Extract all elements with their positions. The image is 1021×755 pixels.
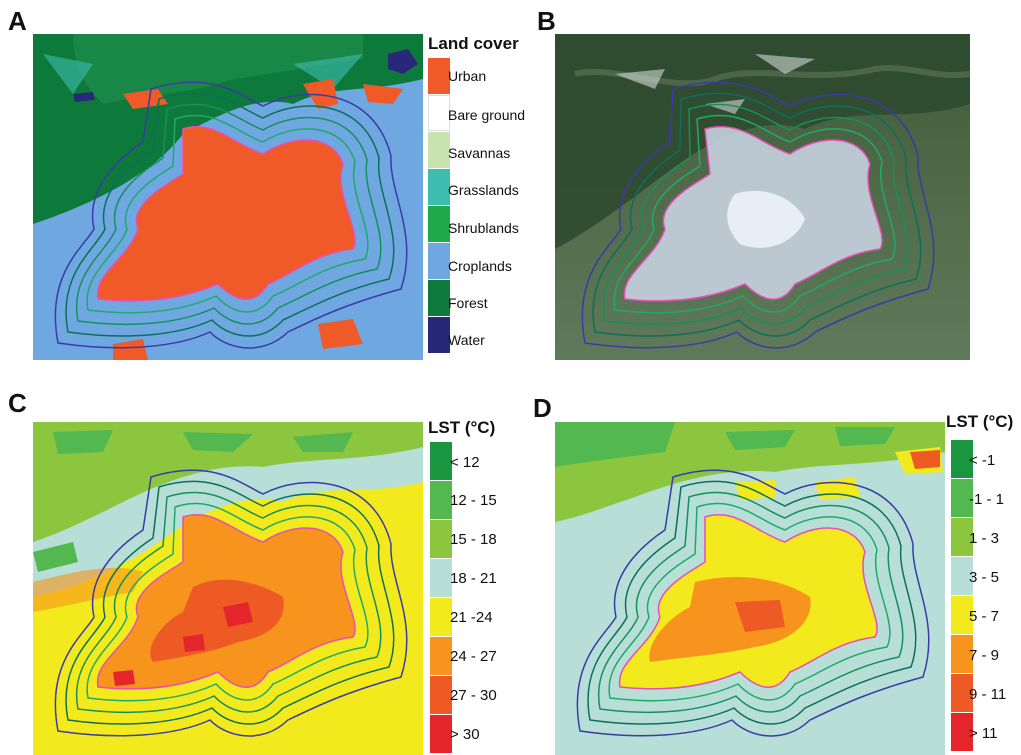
legend-swatch: [428, 206, 450, 242]
buffer-1: [613, 114, 896, 314]
outer-buffer: [54, 469, 408, 737]
lst-legend-d-title: LST (°C): [946, 412, 1014, 431]
legend-swatch: [430, 481, 452, 519]
legend-label-d-0: < -1: [969, 452, 996, 469]
legend-swatch: [951, 518, 973, 556]
outer-buffer: [576, 469, 930, 737]
legend-label-d-5: 7 - 9: [969, 647, 1000, 664]
legend-label-urban: Urban: [448, 68, 487, 84]
legend-label-c-0: < 12: [450, 454, 480, 471]
legend-swatch: [951, 674, 973, 712]
urban-boundary: [618, 514, 878, 690]
hot-core: [735, 600, 785, 632]
buffer-2: [597, 491, 904, 714]
legend-label-d-2: 1 - 3: [969, 530, 1000, 547]
legend-label-c-3: 18 - 21: [450, 570, 497, 587]
legend-label-shrublands: Shrublands: [448, 220, 519, 236]
urban-south: [113, 319, 363, 360]
outer-buffer: [581, 81, 935, 349]
legend-swatch: [428, 243, 450, 279]
land-cover-legend-title: Land cover: [428, 34, 519, 53]
buffer-1: [86, 502, 369, 702]
legend-label-savannas: Savannas: [448, 145, 511, 161]
legend-label-d-7: > 11: [969, 725, 998, 742]
urban-core: [97, 126, 356, 301]
buffer-2: [75, 103, 382, 326]
lst-map-d: [555, 422, 945, 755]
legend-label-d-6: 9 - 11: [969, 686, 1007, 703]
legend-swatch: [430, 442, 452, 480]
legend-swatch: [951, 635, 973, 673]
legend-swatch: [951, 596, 973, 634]
snow-patches: [615, 54, 815, 114]
legend-label-c-5: 24 - 27: [450, 648, 497, 665]
legend-swatch: [428, 58, 450, 94]
lst-legend-d: < -1 -1 - 1 1 - 3 3 - 5 5 - 7 7 - 9 9 - …: [951, 440, 1021, 755]
panel-d-letter: D: [533, 393, 552, 423]
satellite-image: [555, 34, 970, 360]
legend-swatch: [428, 317, 450, 353]
buffer-2: [602, 103, 909, 326]
legend-label-grasslands: Grasslands: [448, 182, 519, 198]
legend-swatch: [428, 132, 450, 168]
city-center: [727, 190, 805, 248]
cold-patches: [555, 422, 895, 467]
legend-swatch: [951, 440, 973, 478]
legend-label-c-4: 21 -24: [450, 609, 493, 626]
grassland-speckle: [43, 54, 363, 94]
legend-label-c-2: 15 - 18: [450, 531, 497, 548]
buffer-3: [592, 92, 922, 337]
buffer-1: [608, 502, 891, 702]
lst-legend-c-title: LST (°C): [428, 418, 496, 437]
buffer-3: [65, 92, 395, 337]
forest-patch-north: [73, 34, 363, 104]
buffer-3: [587, 480, 917, 725]
legend-swatch: [430, 598, 452, 636]
urban-boundary: [96, 514, 356, 690]
land-cover-map: [33, 34, 423, 360]
panel-a-letter: A: [8, 6, 27, 36]
buffer-1: [86, 114, 369, 314]
legend-label-water: Water: [448, 332, 485, 348]
legend-label-bare-ground: Bare ground: [448, 107, 526, 123]
water-patch: [388, 49, 418, 74]
legend-swatch: [430, 637, 452, 675]
lst-map-c: [33, 422, 423, 755]
hottest-spots: [113, 602, 253, 686]
water-patch-west: [73, 92, 95, 102]
forest-cool-patches: [33, 430, 353, 572]
warm-band-west: [33, 567, 143, 612]
legend-label-d-3: 3 - 5: [969, 569, 1000, 586]
legend-label-c-6: 27 - 30: [450, 687, 497, 704]
legend-swatch: [428, 169, 450, 205]
outer-buffer: [54, 81, 408, 349]
legend-label-c-7: > 30: [450, 726, 480, 743]
legend-label-d-1: -1 - 1: [969, 491, 1005, 508]
land-cover-legend: Urban Bare ground Savannas Grasslands Sh…: [428, 58, 548, 358]
legend-swatch: [428, 280, 450, 316]
legend-swatch: [951, 713, 973, 751]
mountain-region: [555, 34, 970, 249]
legend-label-croplands: Croplands: [448, 258, 512, 274]
buffer-2: [75, 491, 382, 714]
legend-swatch: [430, 559, 452, 597]
hot-spot-northeast: [910, 450, 940, 469]
legend-swatch: [428, 95, 450, 131]
legend-label-c-1: 12 - 15: [450, 492, 497, 509]
legend-swatch: [430, 520, 452, 558]
legend-swatch: [430, 676, 452, 714]
orange-core: [649, 577, 811, 662]
buffer-3: [65, 480, 395, 725]
legend-label-forest: Forest: [448, 295, 488, 311]
panel-c-letter: C: [8, 388, 27, 418]
legend-label-d-4: 5 - 7: [969, 608, 1000, 625]
urban-boundary: [623, 125, 883, 302]
urban-north: [123, 79, 403, 109]
legend-swatch: [430, 715, 452, 753]
panel-b-letter: B: [537, 6, 556, 36]
urban-boundary: [96, 126, 356, 302]
lst-legend-c: < 12 12 - 15 15 - 18 18 - 21 21 -24 24 -…: [430, 442, 520, 755]
legend-swatch: [951, 479, 973, 517]
legend-swatch: [951, 557, 973, 595]
